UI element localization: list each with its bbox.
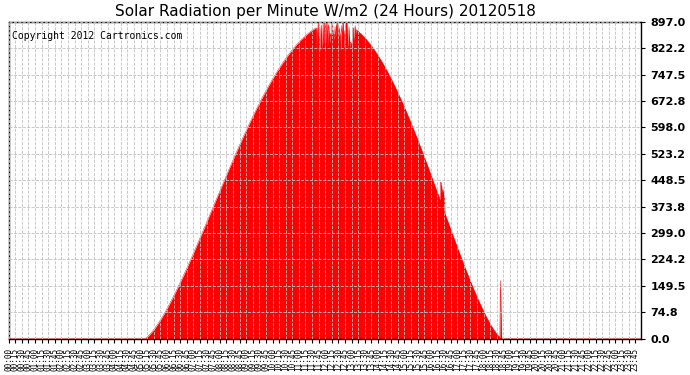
Text: Copyright 2012 Cartronics.com: Copyright 2012 Cartronics.com (12, 31, 182, 41)
Title: Solar Radiation per Minute W/m2 (24 Hours) 20120518: Solar Radiation per Minute W/m2 (24 Hour… (115, 4, 535, 19)
